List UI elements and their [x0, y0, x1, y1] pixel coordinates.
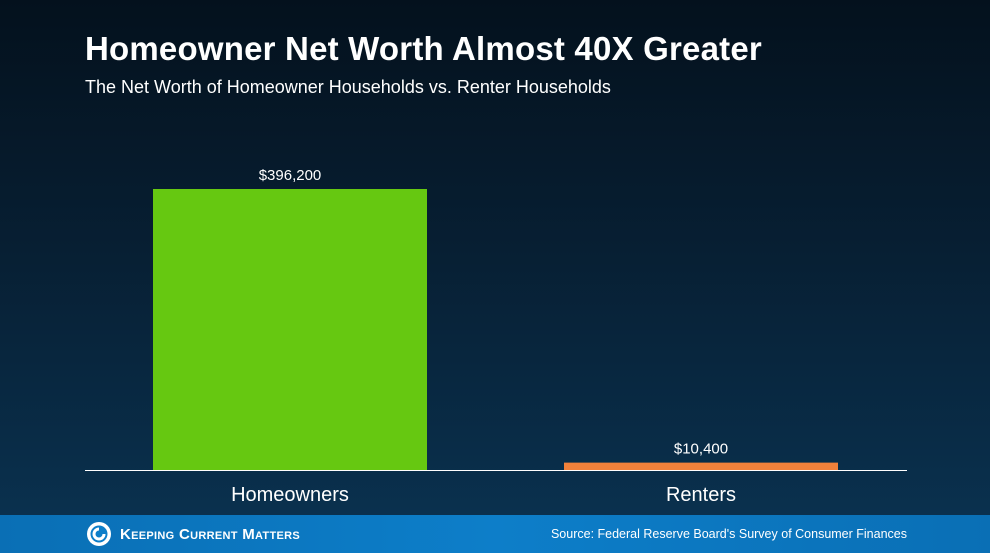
value-label-renters: $10,400 — [674, 441, 728, 458]
bar-homeowners — [153, 189, 427, 470]
bar-chart: $396,200 Homeowners $10,400 Renters — [153, 167, 838, 506]
chart-title: Homeowner Net Worth Almost 40X Greater — [85, 30, 762, 67]
kcm-swirl-logo-icon — [87, 522, 111, 546]
category-label-homeowners: Homeowners — [231, 484, 349, 506]
chart-subtitle: The Net Worth of Homeowner Households vs… — [85, 77, 611, 97]
brand-name: Keeping Current Matters — [120, 525, 300, 543]
category-label-renters: Renters — [666, 484, 736, 506]
bar-renters — [564, 462, 838, 470]
brand: Keeping Current Matters — [86, 521, 300, 547]
footer-bar: Keeping Current Matters Source: Federal … — [0, 515, 990, 553]
source-note: Source: Federal Reserve Board's Survey o… — [550, 527, 907, 541]
value-label-homeowners: $396,200 — [259, 167, 322, 184]
